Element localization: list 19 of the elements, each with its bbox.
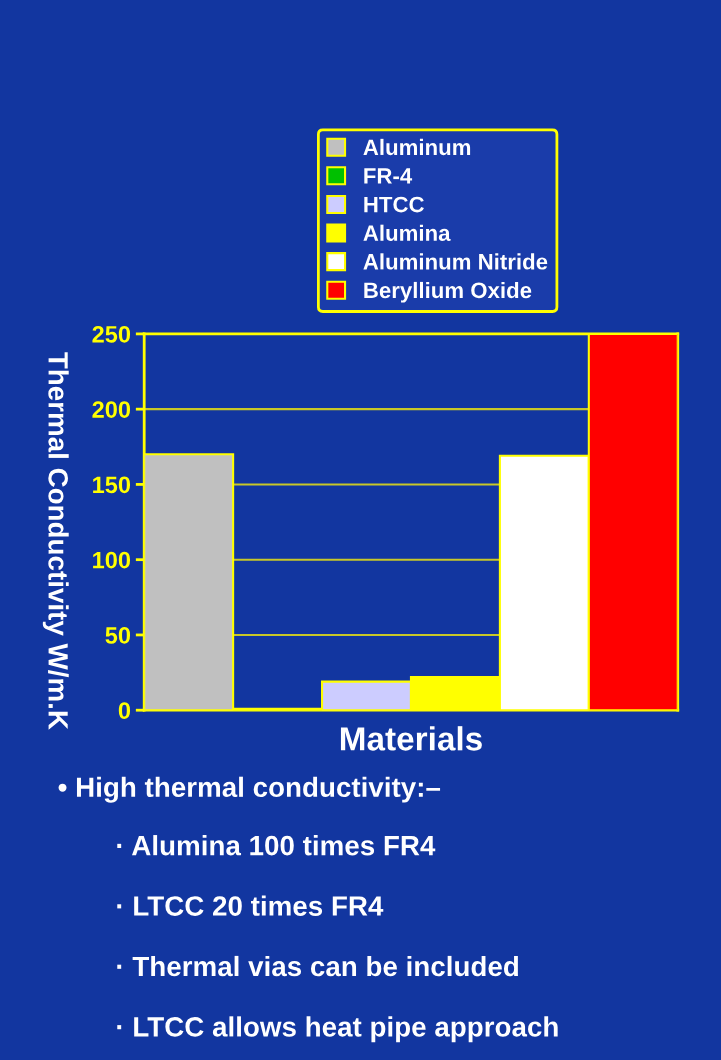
text: • High thermal conductivity:– bbox=[58, 776, 441, 803]
y-tick-label: 0 bbox=[118, 702, 131, 719]
y-tick-label: 50 bbox=[105, 627, 131, 644]
x-axis-title: Materials bbox=[340, 726, 482, 751]
y-tick-label: 250 bbox=[92, 325, 131, 343]
y-tick-label: 150 bbox=[93, 476, 131, 494]
text: · LTCC allows heat pipe approach bbox=[117, 1016, 558, 1043]
legend-label: FR-4 bbox=[364, 168, 413, 184]
text: · LTCC 20 times FR4 bbox=[117, 895, 384, 916]
y-tick-label: 100 bbox=[93, 551, 131, 569]
legend-label: Aluminum bbox=[363, 138, 471, 156]
legend-label: HTCC bbox=[364, 196, 424, 213]
legend-label: Beryllium Oxide bbox=[364, 281, 532, 303]
y-axis-title: Thermal Conductivity W/m.K bbox=[42, 352, 69, 730]
text: · Thermal vias can be included bbox=[117, 955, 518, 977]
text: · Alumina 100 times FR4 bbox=[117, 835, 436, 856]
legend-label: Aluminum Nitride bbox=[363, 253, 548, 270]
y-tick-label: 200 bbox=[92, 401, 131, 418]
legend-label: Alumina bbox=[363, 224, 451, 241]
